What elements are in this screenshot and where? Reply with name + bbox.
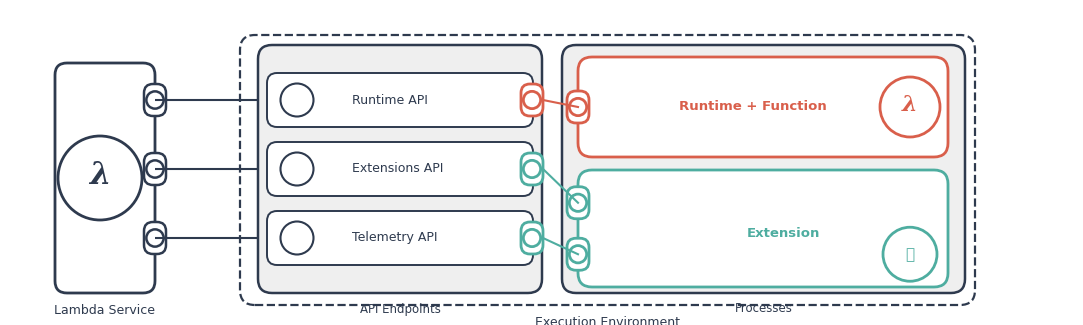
Text: API Endpoints: API Endpoints	[360, 303, 441, 316]
Circle shape	[280, 222, 313, 254]
FancyBboxPatch shape	[567, 91, 589, 123]
Circle shape	[280, 152, 313, 186]
Text: ⏻: ⏻	[905, 247, 914, 262]
FancyBboxPatch shape	[567, 238, 589, 270]
Text: Execution Environment: Execution Environment	[535, 317, 680, 325]
Text: Runtime API: Runtime API	[352, 94, 428, 107]
FancyBboxPatch shape	[521, 222, 543, 254]
Circle shape	[280, 84, 313, 116]
Circle shape	[570, 246, 587, 263]
Circle shape	[880, 77, 940, 137]
FancyBboxPatch shape	[521, 84, 543, 116]
Text: Telemetry API: Telemetry API	[352, 231, 438, 244]
Circle shape	[523, 160, 540, 178]
Circle shape	[58, 136, 142, 220]
Circle shape	[883, 227, 937, 281]
Text: λ: λ	[89, 161, 110, 191]
Circle shape	[523, 229, 540, 247]
Text: λ: λ	[902, 94, 917, 116]
Text: Lambda Service: Lambda Service	[54, 305, 156, 318]
FancyBboxPatch shape	[521, 153, 543, 185]
Text: Runtime + Function: Runtime + Function	[679, 100, 827, 113]
Text: Processes: Processes	[734, 303, 793, 316]
Circle shape	[523, 91, 540, 109]
Text: Extensions API: Extensions API	[352, 162, 443, 176]
Circle shape	[570, 194, 587, 211]
FancyBboxPatch shape	[578, 170, 948, 287]
FancyBboxPatch shape	[144, 222, 166, 254]
Circle shape	[146, 160, 164, 178]
FancyBboxPatch shape	[268, 142, 533, 196]
FancyBboxPatch shape	[578, 57, 948, 157]
FancyBboxPatch shape	[55, 63, 155, 293]
FancyBboxPatch shape	[562, 45, 965, 293]
Circle shape	[570, 98, 587, 116]
FancyBboxPatch shape	[258, 45, 542, 293]
FancyBboxPatch shape	[144, 84, 166, 116]
FancyBboxPatch shape	[268, 73, 533, 127]
FancyBboxPatch shape	[268, 211, 533, 265]
Circle shape	[146, 91, 164, 109]
Circle shape	[146, 229, 164, 247]
FancyBboxPatch shape	[567, 187, 589, 219]
Text: Extension: Extension	[746, 227, 820, 240]
FancyBboxPatch shape	[144, 153, 166, 185]
